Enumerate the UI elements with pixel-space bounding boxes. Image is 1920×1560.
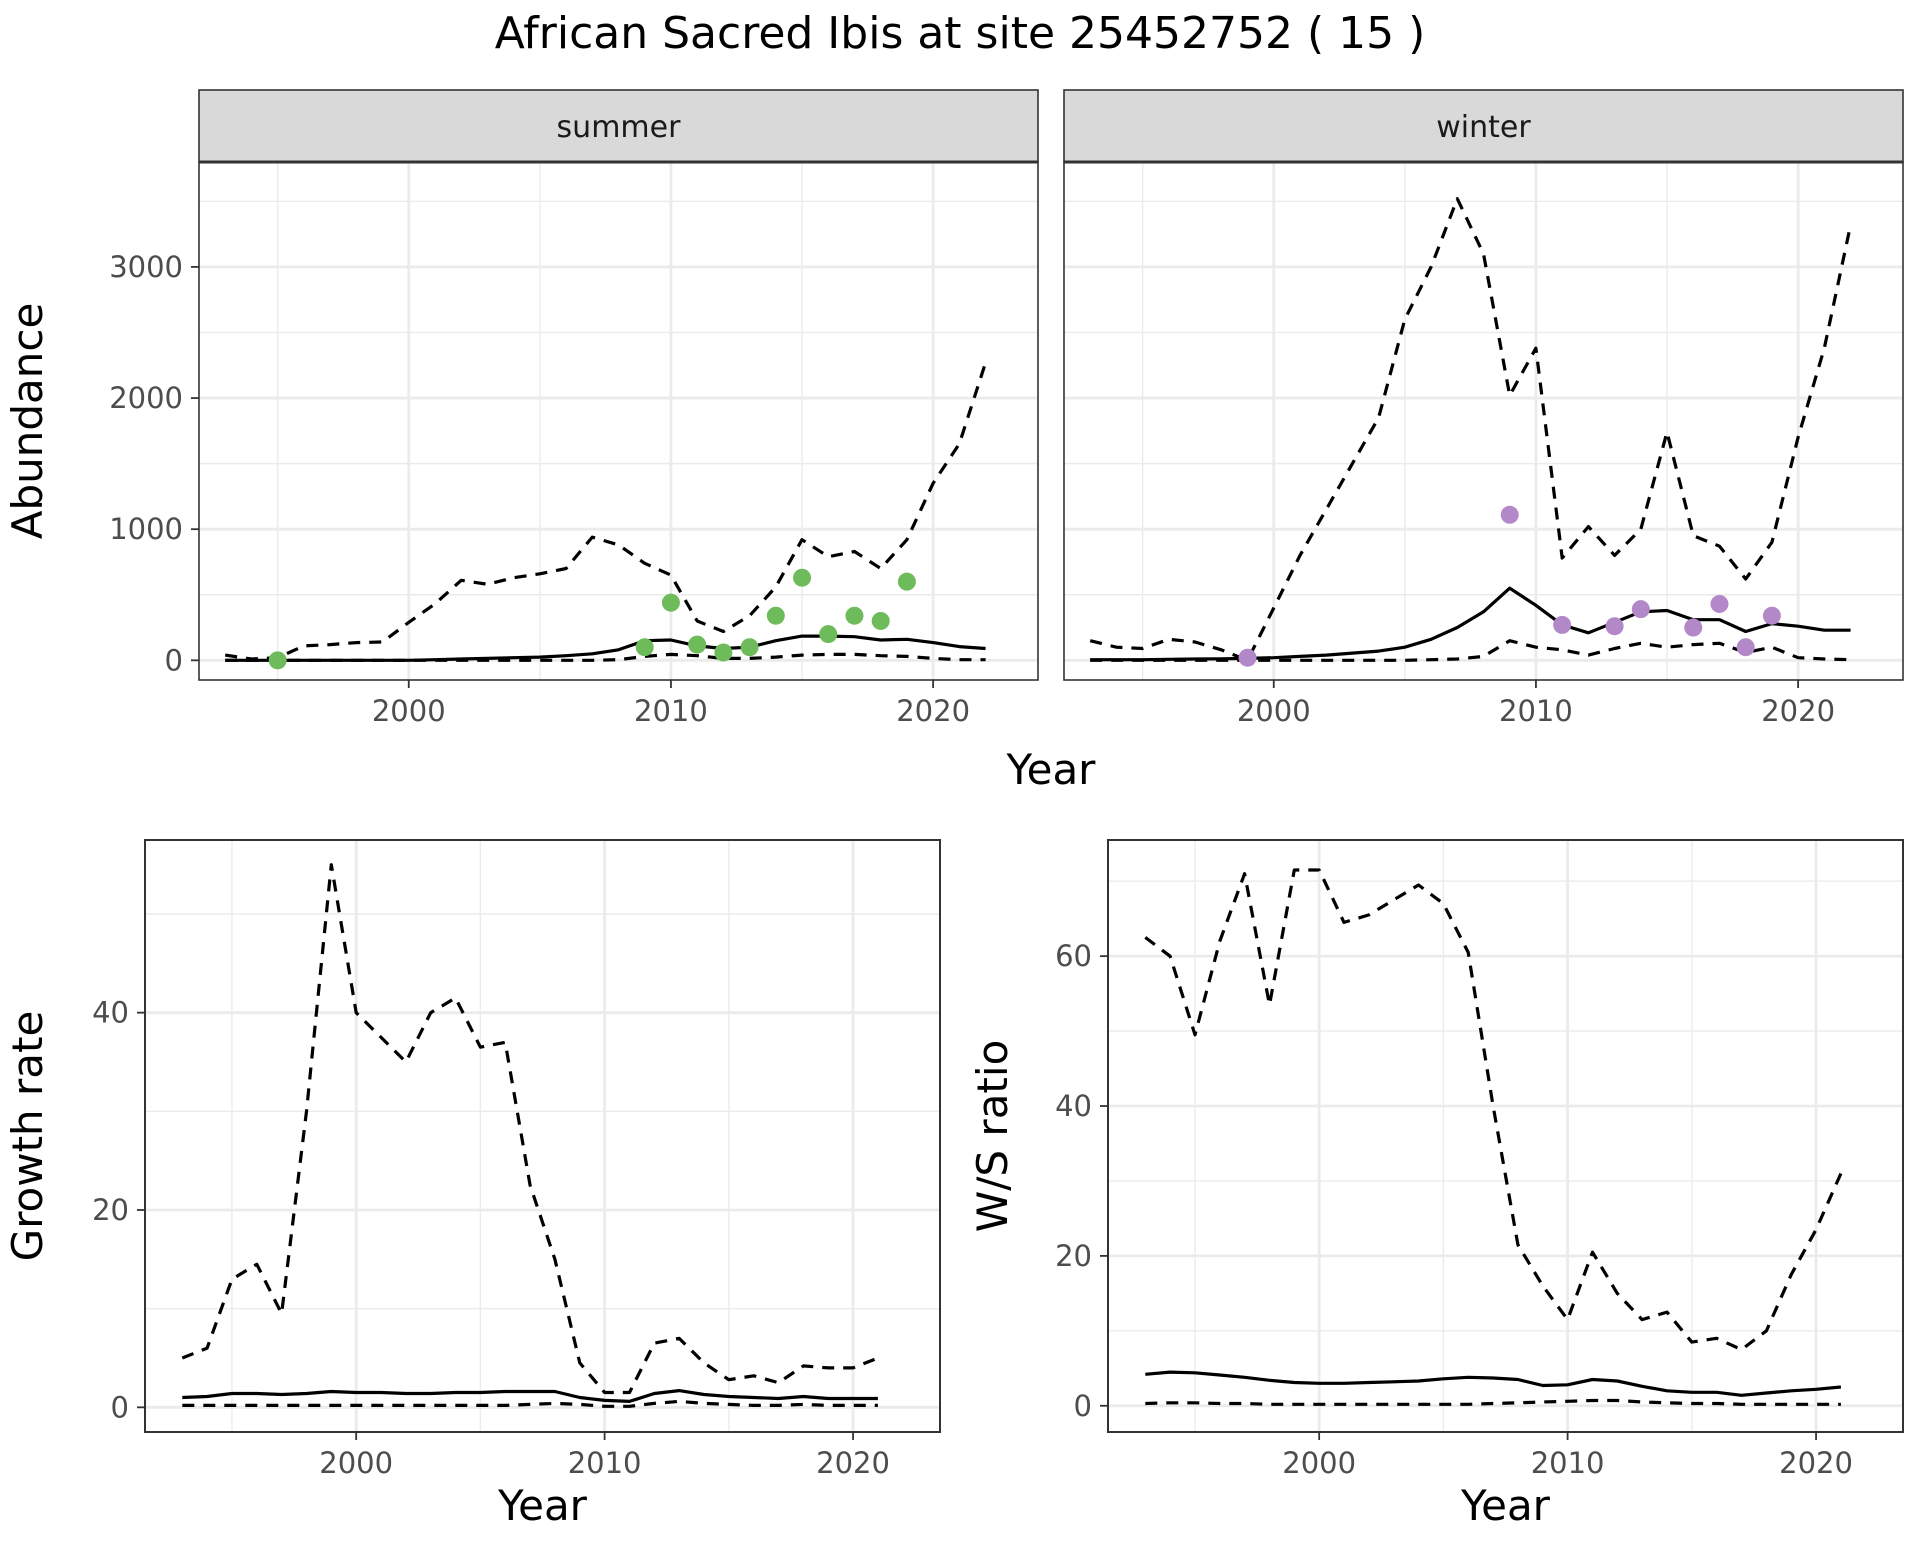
series-line-mean-growth: [182, 1388, 878, 1404]
x-tick-label: 2020: [1779, 1446, 1853, 1480]
y-tick-label: 2000: [109, 381, 183, 415]
y-tick-label: 1000: [109, 512, 183, 546]
x-tick-label: 2010: [1499, 694, 1573, 728]
panel-summer: 2000 2010 2020 0 1000 2000 3000 summer: [109, 89, 1039, 728]
plot-background: [1108, 840, 1903, 1432]
facet-strip: [1063, 89, 1904, 163]
x-tick-label: 2000: [319, 1446, 393, 1480]
y-tick-label: 0: [165, 643, 183, 677]
observed-point-summer: [897, 572, 916, 591]
x-tick-label: 2000: [1282, 1446, 1356, 1480]
observed-point-summer: [819, 625, 838, 644]
series-line-upper-summer: [224, 362, 988, 661]
y-tick-label: 3000: [109, 250, 183, 284]
series-line-upper-growth: [181, 863, 879, 1395]
observed-point-winter: [1605, 617, 1624, 636]
y-tick-label: 20: [1055, 1239, 1092, 1273]
observed-point-winter: [1762, 606, 1781, 625]
observed-point-summer: [766, 606, 785, 625]
x-tick-label: 2010: [1531, 1446, 1605, 1480]
x-tick-label: 2000: [1237, 694, 1311, 728]
observed-point-summer: [268, 651, 287, 670]
observed-point-summer: [793, 568, 812, 587]
figure-title: African Sacred Ibis at site 25452752 ( 1…: [495, 8, 1426, 59]
series-line-lower-winter: [1090, 639, 1851, 662]
observed-point-summer: [714, 643, 733, 662]
observed-point-winter: [1238, 648, 1257, 667]
series-line-mean-ratio: [1145, 1370, 1842, 1397]
top-x-axis-title: Year: [1006, 745, 1097, 794]
y-tick-label: 0: [111, 1390, 129, 1424]
x-tick-label: 2020: [896, 694, 970, 728]
observed-point-winter: [1631, 600, 1650, 619]
x-axis-title: Year: [1460, 1481, 1551, 1530]
observed-point-summer: [661, 593, 680, 612]
facet-strip-label: summer: [557, 110, 682, 145]
observed-point-summer: [688, 635, 707, 654]
x-tick-label: 2010: [568, 1446, 642, 1480]
observed-point-summer: [845, 606, 864, 625]
facet-strip-label: winter: [1436, 110, 1531, 145]
x-tick-label: 2020: [1761, 694, 1835, 728]
observed-point-summer: [635, 638, 654, 657]
y-tick-label: 40: [92, 996, 129, 1030]
series-line-lower-growth: [182, 1399, 878, 1408]
series-line-lower-summer: [225, 652, 986, 662]
observed-point-winter: [1684, 618, 1703, 637]
observed-point-summer: [740, 638, 759, 657]
panel-ratio: 2000 2010 2020 0 20 40 60 Year W/S ratio: [968, 839, 1904, 1530]
observed-point-summer: [871, 611, 890, 630]
y-axis-title: W/S ratio: [968, 1040, 1017, 1233]
panel-border: [144, 839, 941, 1433]
series-line-upper-winter: [1089, 197, 1853, 662]
panel-border: [1107, 839, 1904, 1433]
plot-background: [199, 162, 1038, 680]
x-tick-label: 2010: [634, 694, 708, 728]
observed-point-winter: [1553, 615, 1572, 634]
y-tick-label: 20: [92, 1193, 129, 1227]
y-tick-label: 0: [1074, 1389, 1092, 1423]
plot-background: [1064, 162, 1903, 680]
x-tick-label: 2020: [816, 1446, 890, 1480]
x-tick-label: 2000: [372, 694, 446, 728]
y-axis-title: Growth rate: [3, 1011, 52, 1262]
plot-background: [145, 840, 940, 1432]
y-tick-label: 60: [1055, 939, 1092, 973]
series-line-lower-ratio: [1145, 1398, 1841, 1406]
y-tick-label: 40: [1055, 1089, 1092, 1123]
observed-point-winter: [1500, 505, 1519, 524]
facet-strip: [198, 89, 1039, 163]
panel-winter: 2000 2010 2020 winter: [1063, 89, 1904, 728]
observed-point-winter: [1736, 638, 1755, 657]
top-y-axis-title: Abundance: [3, 303, 52, 540]
x-axis-title: Year: [497, 1481, 588, 1530]
panel-growth: 2000 2010 2020 0 20 40 Year Growth rate: [3, 839, 941, 1530]
observed-point-winter: [1710, 594, 1729, 613]
